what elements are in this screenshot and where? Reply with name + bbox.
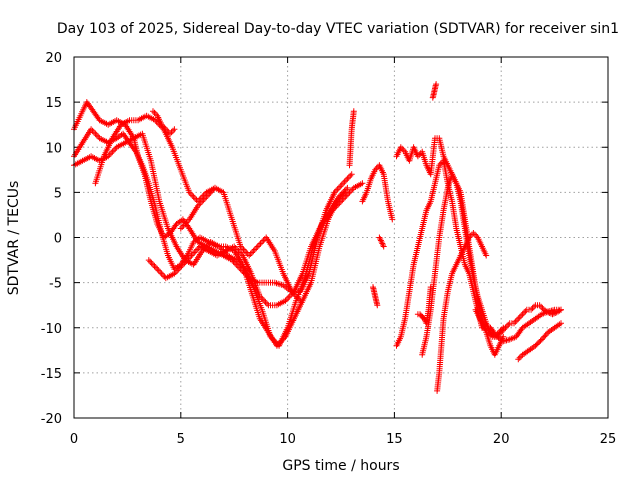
series-track-20	[515, 320, 564, 363]
data-point-markers	[145, 180, 366, 309]
data-point-markers	[376, 234, 387, 250]
series-track-9	[359, 162, 396, 223]
data-point-markers	[434, 230, 490, 394]
series-track-10	[370, 284, 381, 309]
data-point-markers	[472, 302, 564, 340]
x-tick-label: 10	[279, 432, 296, 447]
data-point-markers	[71, 130, 351, 349]
plot-frame	[73, 56, 609, 419]
y-tick-label: -15	[41, 367, 62, 382]
data-point-markers	[429, 81, 440, 101]
x-tick-label: 5	[177, 432, 185, 447]
x-tick-label: 0	[70, 432, 78, 447]
data-point-markers	[515, 320, 564, 363]
x-tick-label: 20	[493, 432, 510, 447]
series-track-8	[346, 108, 357, 169]
x-axis-label: GPS time / hours	[282, 458, 399, 474]
data-point-markers	[346, 108, 357, 169]
series-track-19	[487, 306, 564, 345]
data-point-markers	[150, 108, 178, 137]
series-track-16	[429, 81, 440, 101]
series-track-15	[414, 284, 434, 327]
y-tick-label: -5	[49, 277, 62, 292]
data-point-markers	[370, 284, 381, 309]
y-tick-label: 15	[45, 96, 62, 111]
series-track-18	[472, 302, 564, 340]
data-point-markers	[393, 135, 507, 358]
series-track-4	[92, 112, 218, 205]
y-tick-label: 0	[54, 232, 62, 247]
axis-ticks: 0 5 10 15 20 25 20 15 10 5 0 -5 -10 -15 -20	[41, 51, 617, 447]
data-points	[71, 81, 564, 394]
y-tick-label: -20	[41, 412, 62, 427]
series-track-12	[393, 135, 507, 358]
data-point-markers	[487, 306, 564, 345]
x-tick-label: 15	[386, 432, 403, 447]
data-point-markers	[177, 184, 304, 304]
series-track-17	[434, 230, 490, 394]
series-track-5	[145, 180, 366, 309]
series-track-11	[376, 234, 387, 250]
y-tick-label: 5	[54, 186, 62, 201]
data-point-markers	[414, 284, 434, 327]
x-tick-label: 25	[600, 432, 617, 447]
series-track-7	[177, 184, 304, 304]
y-tick-label: -10	[41, 322, 62, 337]
y-tick-label: 10	[45, 141, 62, 156]
y-axis-label: SDTVAR / TECUs	[6, 181, 22, 296]
chart-title: Day 103 of 2025, Sidereal Day-to-day VTE…	[57, 21, 619, 37]
series-track-3	[71, 130, 351, 349]
data-point-markers	[359, 162, 396, 223]
series-track-6	[150, 108, 178, 137]
data-point-markers	[92, 112, 218, 205]
y-tick-label: 20	[45, 51, 62, 66]
